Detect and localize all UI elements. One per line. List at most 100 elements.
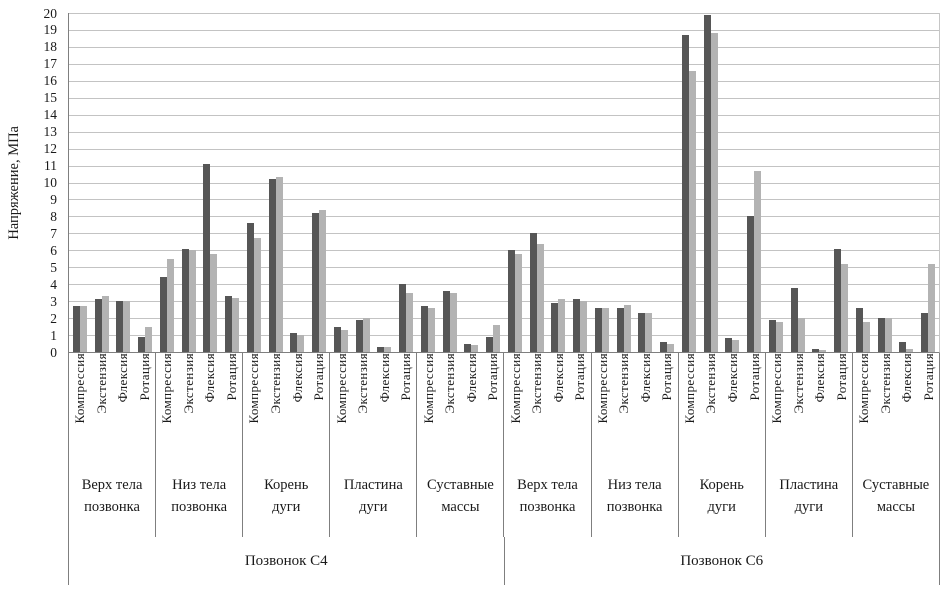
bar-light [732,340,740,352]
bar-light [123,301,131,352]
y-axis-title-text: Напряжение, МПа [6,125,22,240]
category-label: Ротация [572,353,588,401]
category-label-cell: Компрессия [417,353,439,468]
bar-dark [203,163,211,352]
y-tick-label: 5 [50,259,57,275]
category-label: Экстензия [180,353,196,414]
category-label: Экстензия [442,353,458,414]
category-label: Компрессия [507,353,523,424]
category-bar-pair [591,13,613,352]
category-labels: Компрессия Экстензия Флексия Ротация [243,353,329,468]
region-label: Верх тела позвонка [69,468,155,537]
category-bar-pair [243,13,265,352]
category-bar-pair [374,13,396,352]
region-label-line: дуги [272,498,301,515]
category-label-cell: Компрессия [679,353,701,468]
gridline [69,199,939,201]
gridline [69,114,939,116]
category-labels: Компрессия Экстензия Флексия Ротация [679,353,765,468]
category-bar-pair [200,13,222,352]
gridline [69,148,939,150]
category-bar-pair [69,13,91,352]
gridline [69,335,939,337]
bar-light [536,243,544,352]
category-bar-pair [852,13,874,352]
gridline [69,301,939,303]
category-bar-pair [722,13,744,352]
bar-dark [834,248,842,352]
category-labels: Компрессия Экстензия Флексия Ротация [504,353,590,468]
plot-area [68,13,940,353]
y-tick-label: 14 [43,106,58,122]
category-bar-pair [91,13,113,352]
category-label: Экстензия [790,353,806,414]
category-label: Флексия [289,353,305,403]
bar-light [79,306,87,352]
category-label: Флексия [115,353,131,403]
bar-light [362,318,370,352]
bar-dark [616,307,624,352]
bar-dark [246,223,254,352]
category-bar-pair [635,13,657,352]
category-bar-pair [504,13,526,352]
category-label: Ротация [920,353,936,401]
y-tick-label: 3 [50,293,57,309]
category-label: Флексия [202,353,218,403]
bar-light [471,345,479,352]
category-bar-pair [700,13,722,352]
region-bar-group [765,13,852,352]
category-label: Экстензия [93,353,109,414]
category-label: Компрессия [159,353,175,424]
category-bar-pair [287,13,309,352]
category-label: Ротация [659,353,675,401]
category-label: Флексия [463,353,479,403]
region-bar-group [852,13,939,352]
category-label: Компрессия [681,353,697,424]
bar-dark [921,313,929,352]
category-label-cell: Экстензия [91,353,113,468]
region-bar-group [330,13,417,352]
region-labels-band: Компрессия Экстензия Флексия Ротация Верх те… [68,353,940,537]
bar-dark [790,287,798,352]
bar-dark [594,307,602,352]
region-label-line: Корень [699,476,744,493]
gridline [69,131,939,133]
region-bar-group [156,13,243,352]
category-label-cell: Флексия [460,353,482,468]
gridlines-layer [69,13,939,352]
vertebra-labels-band: Позвонок C4 Позвонок C6 [68,537,940,585]
bar-light [775,321,783,352]
category-label: Ротация [136,353,152,401]
bar-light [710,33,718,352]
bars-layer [69,13,939,352]
bar-light [667,343,675,352]
bar-light [493,324,501,352]
gridline [69,233,939,235]
vertebra-label: Позвонок C6 [505,537,940,585]
region-label-line: позвонка [171,498,228,515]
bar-light [580,301,588,352]
bar-light [210,253,218,352]
bar-light [406,292,414,352]
category-bar-pair [308,13,330,352]
category-label: Компрессия [769,353,785,424]
category-label: Компрессия [246,353,262,424]
category-label-cell: Компрессия [504,353,526,468]
region-label-line: Низ тела [607,476,662,493]
category-bar-pair [265,13,287,352]
category-label-cell: Флексия [722,353,744,468]
gridline [69,165,939,167]
region-label: Низ тела позвонка [592,468,678,537]
bar-light [253,238,261,352]
category-label-cell: Флексия [112,353,134,468]
category-label: Экстензия [267,353,283,414]
region-label: Пластина дуги [330,468,416,537]
y-tick-label: 4 [50,276,57,292]
bar-dark [551,302,559,352]
bar-light [645,313,653,352]
bar-dark [855,307,863,352]
y-tick-label: 6 [50,242,57,258]
region-bar-group [69,13,156,352]
region-label-column: Компрессия Экстензия Флексия Ротация Пластин… [766,353,853,537]
